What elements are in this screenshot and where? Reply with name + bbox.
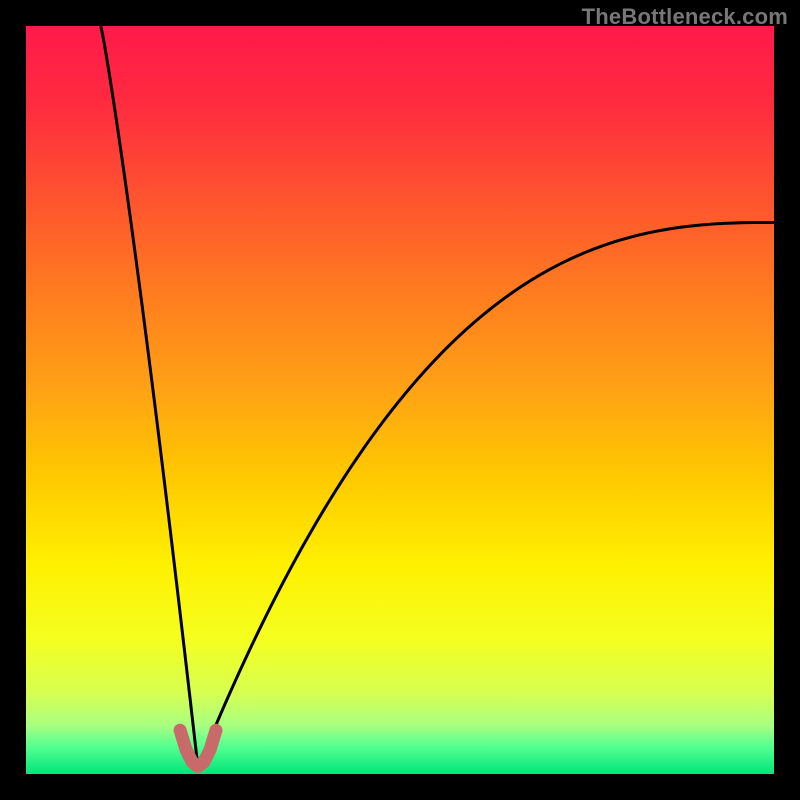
watermark-text: TheBottleneck.com	[582, 4, 788, 30]
chart-frame: TheBottleneck.com	[0, 0, 800, 800]
bottleneck-chart-svg	[0, 0, 800, 800]
